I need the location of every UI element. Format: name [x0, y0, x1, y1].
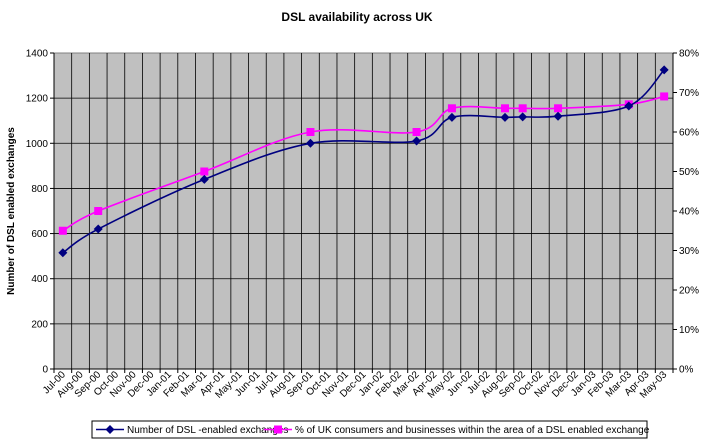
- exchanges-series-point: [93, 224, 103, 234]
- pct-series-point: [554, 104, 563, 113]
- exchanges-series-point: [553, 111, 563, 121]
- y2-tick-label: 60%: [679, 128, 699, 139]
- exchanges-series-point: [305, 138, 315, 148]
- y2-tick-label: 40%: [679, 207, 699, 218]
- y-tick-label: 200: [31, 319, 48, 330]
- y2-tick-label: 70%: [679, 88, 699, 99]
- y-axis-label: Number of DSL enabled exchanges: [6, 127, 17, 295]
- pct-series-point: [412, 128, 421, 136]
- legend-box: [91, 420, 648, 439]
- y-tick-label: 600: [31, 229, 48, 240]
- legend-exchanges-label: Number of DSL -enabled exchanges: [127, 425, 288, 436]
- plot-area: [53, 52, 674, 370]
- pct-series-point: [94, 207, 103, 215]
- gridlines: [54, 53, 673, 369]
- y-tick-label: 400: [31, 274, 48, 285]
- y2-tick-label: 0%: [679, 365, 694, 376]
- exchanges-series-point: [518, 112, 528, 122]
- y2-tick-label: 20%: [679, 286, 699, 297]
- pct-series-line: [62, 95, 665, 232]
- pct-series-point: [200, 167, 209, 176]
- pct-series-point: [447, 104, 456, 113]
- exchanges-series-point: [199, 174, 209, 184]
- pct-series-point: [660, 92, 669, 101]
- pct-series-point: [58, 226, 67, 235]
- y2-tick-label: 50%: [679, 167, 699, 178]
- exchanges-series-line: [62, 69, 665, 254]
- y-tick-label: 1400: [26, 49, 49, 60]
- pct-series-point: [518, 104, 527, 113]
- pct-series-point: [500, 104, 509, 113]
- exchanges-series-point: [659, 65, 669, 75]
- legend-exchanges-swatch-marker: [105, 425, 115, 434]
- legend-pct-label: % of UK consumers and businesses within …: [295, 425, 650, 436]
- exchanges-series-point: [624, 101, 634, 111]
- y-tick-label: 1200: [26, 94, 49, 105]
- y-tick-label: 1000: [26, 139, 49, 150]
- exchanges-series-point: [412, 136, 422, 146]
- exchanges-series-point: [447, 112, 457, 122]
- y2-tick-label: 10%: [679, 325, 699, 336]
- y2-tick-label: 80%: [679, 49, 699, 60]
- y-tick-label: 0: [42, 365, 48, 376]
- y-tick-label: 800: [31, 184, 48, 195]
- chart-title: DSL availability across UK: [281, 10, 433, 24]
- legend-pct-swatch-marker: [274, 425, 282, 434]
- exchanges-series-point: [58, 248, 68, 258]
- series-layer: [58, 65, 669, 258]
- legend: Number of DSL -enabled exchanges % of UK …: [91, 420, 650, 439]
- pct-series-point: [306, 128, 315, 136]
- y2-tick-label: 30%: [679, 246, 699, 257]
- exchanges-series-point: [500, 112, 510, 122]
